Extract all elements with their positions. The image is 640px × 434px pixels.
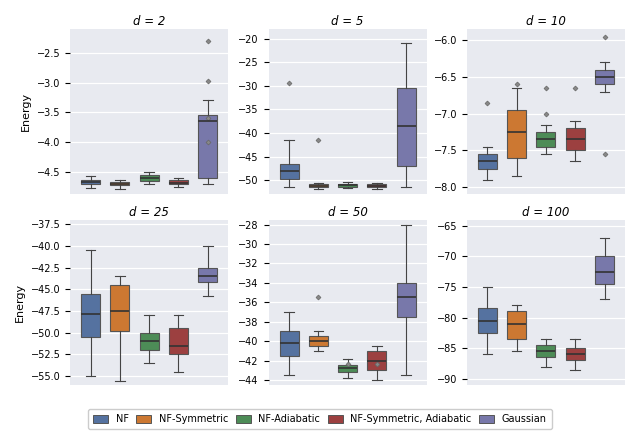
PathPatch shape <box>536 132 556 147</box>
Title: d = 25: d = 25 <box>129 206 169 218</box>
PathPatch shape <box>397 88 415 166</box>
PathPatch shape <box>595 256 614 284</box>
Title: d = 100: d = 100 <box>522 206 570 218</box>
PathPatch shape <box>81 294 100 337</box>
PathPatch shape <box>140 175 159 181</box>
PathPatch shape <box>536 345 556 357</box>
PathPatch shape <box>367 184 387 187</box>
PathPatch shape <box>198 115 217 178</box>
PathPatch shape <box>507 312 526 339</box>
PathPatch shape <box>198 267 217 282</box>
PathPatch shape <box>566 128 585 150</box>
Y-axis label: Energy: Energy <box>15 283 25 322</box>
PathPatch shape <box>338 184 357 187</box>
Title: d = 5: d = 5 <box>332 15 364 28</box>
PathPatch shape <box>566 348 585 361</box>
Title: d = 50: d = 50 <box>328 206 367 218</box>
PathPatch shape <box>308 336 328 346</box>
PathPatch shape <box>397 283 415 317</box>
Title: d = 2: d = 2 <box>133 15 165 28</box>
PathPatch shape <box>338 365 357 372</box>
PathPatch shape <box>308 184 328 187</box>
PathPatch shape <box>111 182 129 185</box>
PathPatch shape <box>280 164 298 179</box>
PathPatch shape <box>478 309 497 333</box>
PathPatch shape <box>367 351 387 370</box>
PathPatch shape <box>507 110 526 158</box>
Title: d = 10: d = 10 <box>526 15 566 28</box>
PathPatch shape <box>478 154 497 169</box>
PathPatch shape <box>280 332 298 356</box>
Legend: NF, NF-Symmetric, NF-Adiabatic, NF-Symmetric, Adiabatic, Gaussian: NF, NF-Symmetric, NF-Adiabatic, NF-Symme… <box>88 409 552 429</box>
Y-axis label: Energy: Energy <box>21 92 31 132</box>
PathPatch shape <box>81 180 100 184</box>
PathPatch shape <box>595 69 614 84</box>
PathPatch shape <box>140 333 159 350</box>
PathPatch shape <box>111 285 129 331</box>
PathPatch shape <box>169 329 188 355</box>
PathPatch shape <box>169 180 188 184</box>
